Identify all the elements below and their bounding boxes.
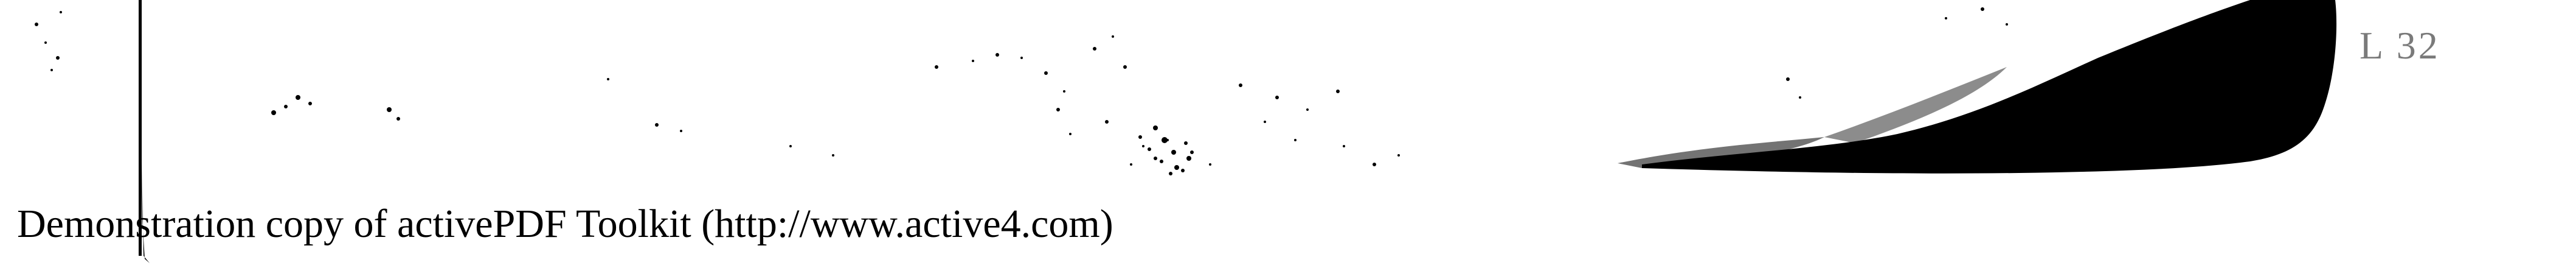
demo-watermark-footer: Demonstration copy of activePDF Toolkit …	[17, 202, 1113, 246]
speckles	[35, 7, 2008, 172]
margin-line-core	[139, 0, 142, 256]
ink-blot-fade	[1618, 137, 1824, 168]
ink-blot-fringe	[1824, 67, 2007, 143]
ink-blot	[1642, 0, 2337, 174]
page-number: L 32	[2360, 24, 2440, 67]
dense-speckle-cluster	[1138, 125, 1191, 175]
